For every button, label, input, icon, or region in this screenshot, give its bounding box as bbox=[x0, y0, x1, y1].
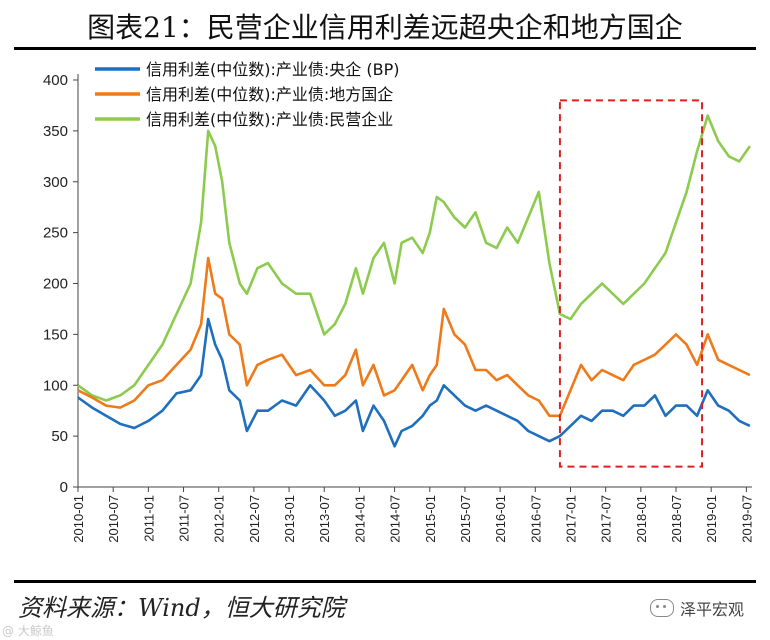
x-tick-label: 2012-07 bbox=[247, 495, 262, 543]
x-tick-label: 2014-01 bbox=[352, 495, 367, 543]
wechat-icon bbox=[649, 599, 674, 617]
x-tick-label: 2011-07 bbox=[177, 495, 192, 542]
x-tick-label: 2019-01 bbox=[704, 495, 719, 543]
x-tick-label: 2019-07 bbox=[739, 495, 754, 543]
x-tick-label: 2013-01 bbox=[282, 495, 297, 543]
corner-watermark: @ 大鲸鱼 bbox=[2, 624, 54, 638]
y-tick-label: 150 bbox=[43, 326, 68, 343]
x-tick-label: 2018-01 bbox=[634, 495, 649, 543]
y-tick-label: 50 bbox=[51, 428, 68, 445]
x-tick-label: 2012-01 bbox=[212, 495, 227, 543]
legend-label-3: 信用利差(中位数):产业债:民营企业 bbox=[146, 110, 393, 129]
x-tick-label: 2017-07 bbox=[599, 495, 614, 543]
title-rule bbox=[14, 47, 756, 50]
y-tick-label: 250 bbox=[43, 225, 68, 242]
legend: 信用利差(中位数):产业债:央企 (BP) 信用利差(中位数):产业债:地方国企信… bbox=[95, 60, 399, 129]
y-tick-label: 0 bbox=[60, 479, 68, 496]
watermark-text: 泽平宏观 bbox=[679, 600, 744, 619]
highlight-box bbox=[558, 99, 704, 468]
x-tick-label: 2010-01 bbox=[71, 495, 86, 543]
legend-label-1: 信用利差(中位数):产业债:央企 (BP) bbox=[146, 60, 399, 79]
x-tick-label: 2015-07 bbox=[458, 495, 473, 543]
y-tick-label: 200 bbox=[43, 276, 68, 293]
series-line-2 bbox=[77, 256, 751, 418]
source-rule bbox=[14, 580, 756, 583]
x-tick-label: 2015-01 bbox=[423, 495, 438, 543]
series-lines bbox=[77, 114, 751, 448]
x-tick-label: 2016-01 bbox=[493, 495, 508, 543]
x-tick-label: 2010-07 bbox=[106, 495, 121, 543]
x-tick-label: 2011-01 bbox=[141, 495, 156, 542]
y-tick-label: 300 bbox=[43, 174, 68, 191]
y-tick-label: 400 bbox=[43, 72, 68, 89]
x-tick-label: 2014-07 bbox=[388, 495, 403, 543]
series-line-3 bbox=[77, 114, 751, 402]
x-tick-label: 2013-07 bbox=[317, 495, 332, 543]
source-note: 资料来源：Wind，恒大研究院 bbox=[18, 594, 345, 622]
chart-title: 图表21：民营企业信用利差远超央企和地方国企 bbox=[87, 11, 683, 44]
x-tick-label: 2017-01 bbox=[563, 495, 578, 543]
x-tick-label: 2016-07 bbox=[528, 495, 543, 543]
wechat-watermark: 泽平宏观 bbox=[649, 596, 744, 620]
y-axis: 0 50 100 150 200 250 300 350 400 bbox=[43, 72, 79, 496]
y-tick-label: 100 bbox=[43, 377, 68, 394]
series-line-1 bbox=[77, 317, 751, 448]
x-axis: 2010-01 2010-07 2011-01 2011-07 2012-01 2012-… bbox=[71, 486, 754, 543]
y-tick-label: 350 bbox=[43, 123, 68, 140]
legend-label-2: 信用利差(中位数):产业债:地方国企 bbox=[146, 85, 393, 104]
highlight-rect bbox=[558, 99, 704, 468]
x-tick-label: 2018-07 bbox=[669, 495, 684, 543]
